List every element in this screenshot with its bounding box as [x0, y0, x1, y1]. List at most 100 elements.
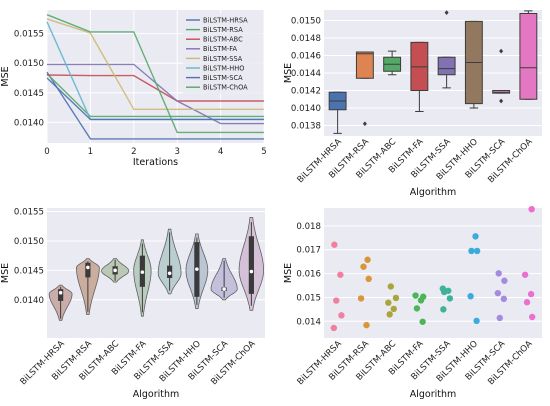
y-tick-label: 0.015 [296, 293, 321, 303]
y-tick-label: 0.0150 [291, 17, 321, 27]
scatter-point-bilstm-sca [494, 289, 502, 297]
y-axis-label: MSE [0, 66, 11, 86]
scatter-point-bilstm-fa [419, 318, 426, 325]
legend-entry: BiLSTM-SSA [203, 55, 243, 63]
y-tick-label: 0.0140 [14, 118, 44, 128]
scatter-point-bilstm-choa [528, 313, 536, 321]
legend-entry: BiLSTM-ABC [203, 36, 243, 44]
scatter-point-bilstm-choa [521, 271, 529, 278]
violin-median [249, 269, 254, 274]
scatter-point-bilstm-fa [417, 297, 425, 304]
y-tick-label: 0.0144 [291, 69, 321, 79]
series-line-bilstm-sca [46, 77, 264, 121]
legend-entry: BiLSTM-SCA [203, 74, 243, 82]
y-tick-label: 0.0140 [14, 296, 44, 306]
violin-median [195, 267, 199, 271]
series-line-bilstm-choa [46, 14, 264, 134]
y-axis-label: MSE [283, 263, 294, 283]
series-line-bilstm-hrsa [46, 71, 264, 140]
x-axis-label: Iterations [133, 157, 178, 168]
scatter-point-bilstm-sca [496, 314, 503, 322]
scatter-point-bilstm-fa [412, 292, 419, 299]
outlier-point [499, 98, 504, 104]
scatter-point-bilstm-hho [468, 247, 475, 255]
violin-median [58, 290, 63, 295]
y-axis-label: MSE [283, 63, 294, 83]
legend-entry: BiLSTM-HHO [203, 64, 244, 72]
y-tick-label: 0.0155 [14, 208, 44, 218]
violin-median [222, 287, 226, 291]
outlier-point [362, 121, 367, 127]
box-bilstm-ssa [437, 56, 456, 76]
y-tick-label: 0.0140 [291, 104, 321, 114]
scatter-point-bilstm-sca [495, 270, 502, 277]
x-tick-label: 1 [88, 147, 93, 157]
y-tick-label: 0.017 [296, 246, 321, 256]
box-bilstm-choa [519, 13, 538, 100]
x-tick-label: 0 [44, 147, 49, 157]
scatter-point-bilstm-fa [413, 305, 421, 312]
scatter-point-bilstm-choa [528, 205, 535, 213]
scatter-point-bilstm-hrsa [331, 241, 338, 248]
y-tick-label: 0.018 [296, 222, 321, 232]
box-bilstm-rsa [355, 51, 374, 79]
plot-area-4 [324, 208, 542, 338]
scatter-point-bilstm-sca [500, 295, 508, 303]
violin-iqr-bar [85, 262, 91, 278]
x-axis-label: Algorithm [410, 389, 457, 400]
y-tick-label: 0.0142 [291, 87, 321, 97]
y-tick-label: 0.0150 [14, 237, 44, 247]
scatter-point-bilstm-hho [473, 317, 480, 325]
scatter-point-bilstm-hho [473, 247, 481, 255]
scatter-point-bilstm-hrsa [337, 271, 344, 278]
legend-entry: BiLSTM-RSA [203, 26, 243, 34]
x-axis-label: Algorithm [133, 389, 180, 400]
x-axis-label: Algorithm [410, 187, 457, 198]
scatter-point-bilstm-choa [523, 299, 531, 306]
legend-entry: BiLSTM-FA [203, 45, 237, 53]
scatter-point-bilstm-sca [501, 277, 508, 284]
x-tick-label: 4 [218, 147, 223, 157]
violin-median [167, 271, 172, 276]
series-line-bilstm-rsa [46, 73, 264, 118]
y-tick-label: 0.0138 [291, 122, 321, 132]
x-tick-label: 5 [261, 147, 266, 157]
series-line-bilstm-ssa [46, 18, 264, 111]
x-tick-label: 3 [174, 147, 179, 157]
legend-box [183, 13, 263, 94]
y-tick-label: 0.0146 [291, 52, 321, 62]
legend-entry: BiLSTM-HRSA [203, 16, 248, 24]
outlier-point [499, 48, 504, 54]
scatter-point-bilstm-ssa [440, 306, 447, 313]
scatter-point-bilstm-rsa [360, 263, 367, 270]
scatter-point-bilstm-hrsa [333, 297, 340, 304]
y-axis-label: MSE [0, 263, 11, 283]
scatter-point-bilstm-abc [390, 305, 397, 313]
y-tick-label: 0.0145 [14, 89, 44, 99]
scatter-point-bilstm-hho [472, 233, 479, 240]
y-tick-label: 0.014 [296, 317, 321, 327]
scatter-point-bilstm-rsa [363, 321, 370, 329]
violin-iqr-bar [248, 236, 254, 294]
scatter-point-bilstm-hrsa [338, 312, 345, 319]
scatter-point-bilstm-hrsa [330, 324, 338, 332]
violin-median [113, 268, 117, 273]
y-tick-label: 0.016 [296, 270, 321, 280]
x-tick-label: 2 [131, 147, 136, 157]
legend-entry: BiLSTM-ChOA [203, 84, 248, 92]
violin-median [140, 270, 145, 274]
scatter-point-bilstm-choa [527, 290, 535, 298]
scatter-point-bilstm-ssa [440, 288, 448, 296]
series-line-bilstm-abc [46, 74, 264, 102]
y-tick-label: 0.0145 [14, 266, 44, 276]
scatter-point-bilstm-ssa [446, 295, 454, 302]
scatter-point-bilstm-hho [467, 293, 474, 300]
scatter-point-bilstm-abc [392, 294, 400, 302]
outlier-point [444, 10, 449, 16]
scatter-point-bilstm-abc [387, 283, 394, 290]
scatter-point-bilstm-abc [385, 299, 392, 306]
violin-median [86, 265, 90, 270]
y-tick-label: 0.0150 [14, 59, 44, 69]
scatter-point-bilstm-rsa [365, 275, 372, 283]
